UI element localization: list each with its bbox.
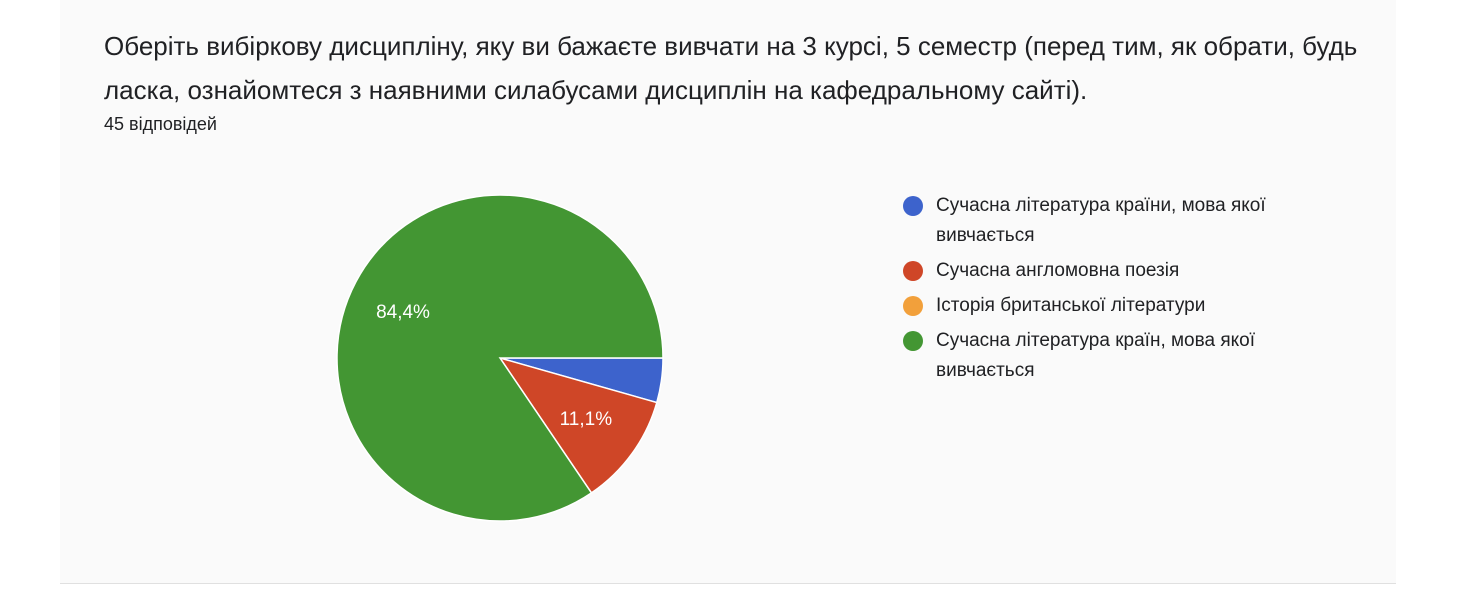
pie-chart: 11,1% 84,4%: [336, 194, 664, 522]
legend-color-dot: [903, 196, 923, 216]
bottom-divider: [60, 583, 1396, 584]
chart-legend: Сучасна література країни, мова якої вив…: [903, 191, 1323, 391]
legend-label: Сучасна література країни, мова якої вив…: [936, 195, 1266, 246]
legend-item[interactable]: Сучасна література країни, мова якої вив…: [903, 191, 1323, 251]
pie-data-label: 11,1%: [560, 409, 613, 430]
legend-color-dot: [903, 261, 923, 281]
legend-label: Сучасна англомовна поезія: [936, 260, 1180, 281]
question-title: Оберіть вибіркову дисципліну, яку ви баж…: [104, 31, 1358, 105]
legend-color-dot: [903, 296, 923, 316]
legend-label: Історія британської літератури: [936, 295, 1206, 316]
pie-slice[interactable]: [498, 356, 658, 494]
chart-card: [60, 0, 1396, 584]
pie-slice[interactable]: [336, 194, 664, 522]
legend-color-dot: [903, 331, 923, 351]
response-count: 45 відповідей: [104, 114, 217, 134]
legend-item[interactable]: Сучасна література країн, мова якої вивч…: [903, 326, 1323, 386]
legend-item[interactable]: Історія британської літератури: [903, 291, 1323, 321]
legend-item[interactable]: Сучасна англомовна поезія: [903, 256, 1323, 286]
pie-data-label: 84,4%: [376, 302, 430, 323]
legend-label: Сучасна література країн, мова якої вивч…: [936, 330, 1256, 381]
